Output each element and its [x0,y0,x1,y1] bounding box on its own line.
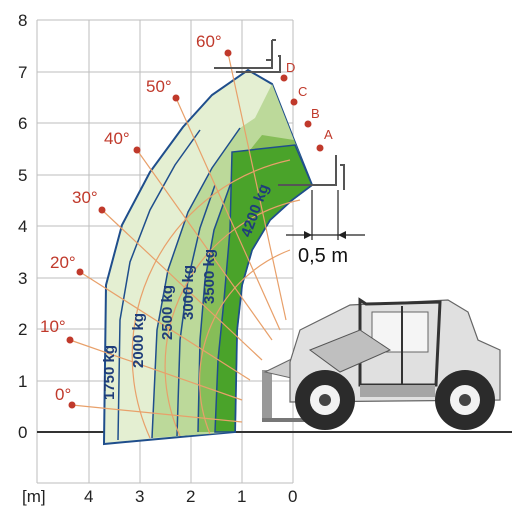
y-tick: 3 [18,269,27,288]
angle-dot [98,206,106,214]
load-zones [102,68,314,446]
angle-dot [76,268,84,276]
angle-leader-50 [175,97,281,331]
fork-icons [214,39,345,190]
angle-label-20: 20° [50,253,76,272]
zone-4200kg [214,144,313,433]
y-tick: 5 [18,166,27,185]
y-tick: 0 [18,423,27,442]
x-tick: 4 [84,487,93,506]
y-axis-ticks: 8 7 6 5 4 3 2 1 0 [18,11,27,442]
angle-labels: 0° 10° 20° 30° 40° 50° 60° [40,32,222,404]
boom-arc [199,249,291,435]
position-labels: D C B A [286,60,333,142]
position-label-a: A [324,127,333,142]
y-tick: 4 [18,217,27,236]
x-tick: 1 [237,487,246,506]
x-tick: 3 [135,487,144,506]
y-tick: 8 [18,11,27,30]
angle-label-60: 60° [196,32,222,51]
fork-mid-icon [278,155,345,190]
angle-label-50: 50° [146,77,172,96]
position-dot [316,144,324,152]
x-tick: 0 [288,487,297,506]
angle-leaders [69,52,287,423]
angle-leader-60 [227,52,287,321]
capacity-label-1750kg: 1750 kg [101,345,118,400]
capacity-label-2000kg: 2000 kg [130,313,147,368]
y-tick: 6 [18,114,27,133]
position-label-c: C [298,84,307,99]
x-axis-ticks: [m] 4 3 2 1 0 [22,487,297,506]
fork-top-icon [214,39,281,73]
angle-leader-40 [136,149,273,341]
position-dot [290,98,298,106]
offset-dimension: 0,5 m [286,190,365,267]
telehandler-icon [262,297,501,430]
angle-label-30: 30° [72,188,98,207]
capacity-label-3500kg: 3500 kg [201,249,218,304]
angle-leader-10 [69,339,243,401]
y-tick: 1 [18,372,27,391]
position-label-b: B [311,106,320,121]
position-label-d: D [286,60,295,75]
capacity-boundary-2500kg [151,127,241,439]
angle-dot [133,146,141,154]
angle-dot [66,336,74,344]
angle-dot [224,49,232,57]
x-axis-unit: [m] [22,487,46,506]
boom-arc [131,159,291,439]
capacity-boundary-2000kg [117,129,201,441]
x-tick: 2 [186,487,195,506]
position-dot [280,74,288,82]
angle-dots [66,49,324,409]
angle-leader-30 [101,209,263,361]
offset-label: 0,5 m [298,245,348,267]
capacity-label-3000kg: 3000 kg [180,265,197,320]
y-tick: 7 [18,63,27,82]
angle-dot [68,401,76,409]
angle-label-10: 10° [40,317,66,336]
angle-leader-0 [71,404,243,423]
y-tick: 2 [18,320,27,339]
position-dot [304,120,312,128]
boom-arc [164,199,301,437]
angle-label-40: 40° [104,129,130,148]
capacity-label-2500kg: 2500 kg [159,285,176,340]
boom-arcs [131,159,301,439]
angle-leader-20 [79,271,251,381]
angle-label-0: 0° [55,385,71,404]
angle-dot [172,94,180,102]
